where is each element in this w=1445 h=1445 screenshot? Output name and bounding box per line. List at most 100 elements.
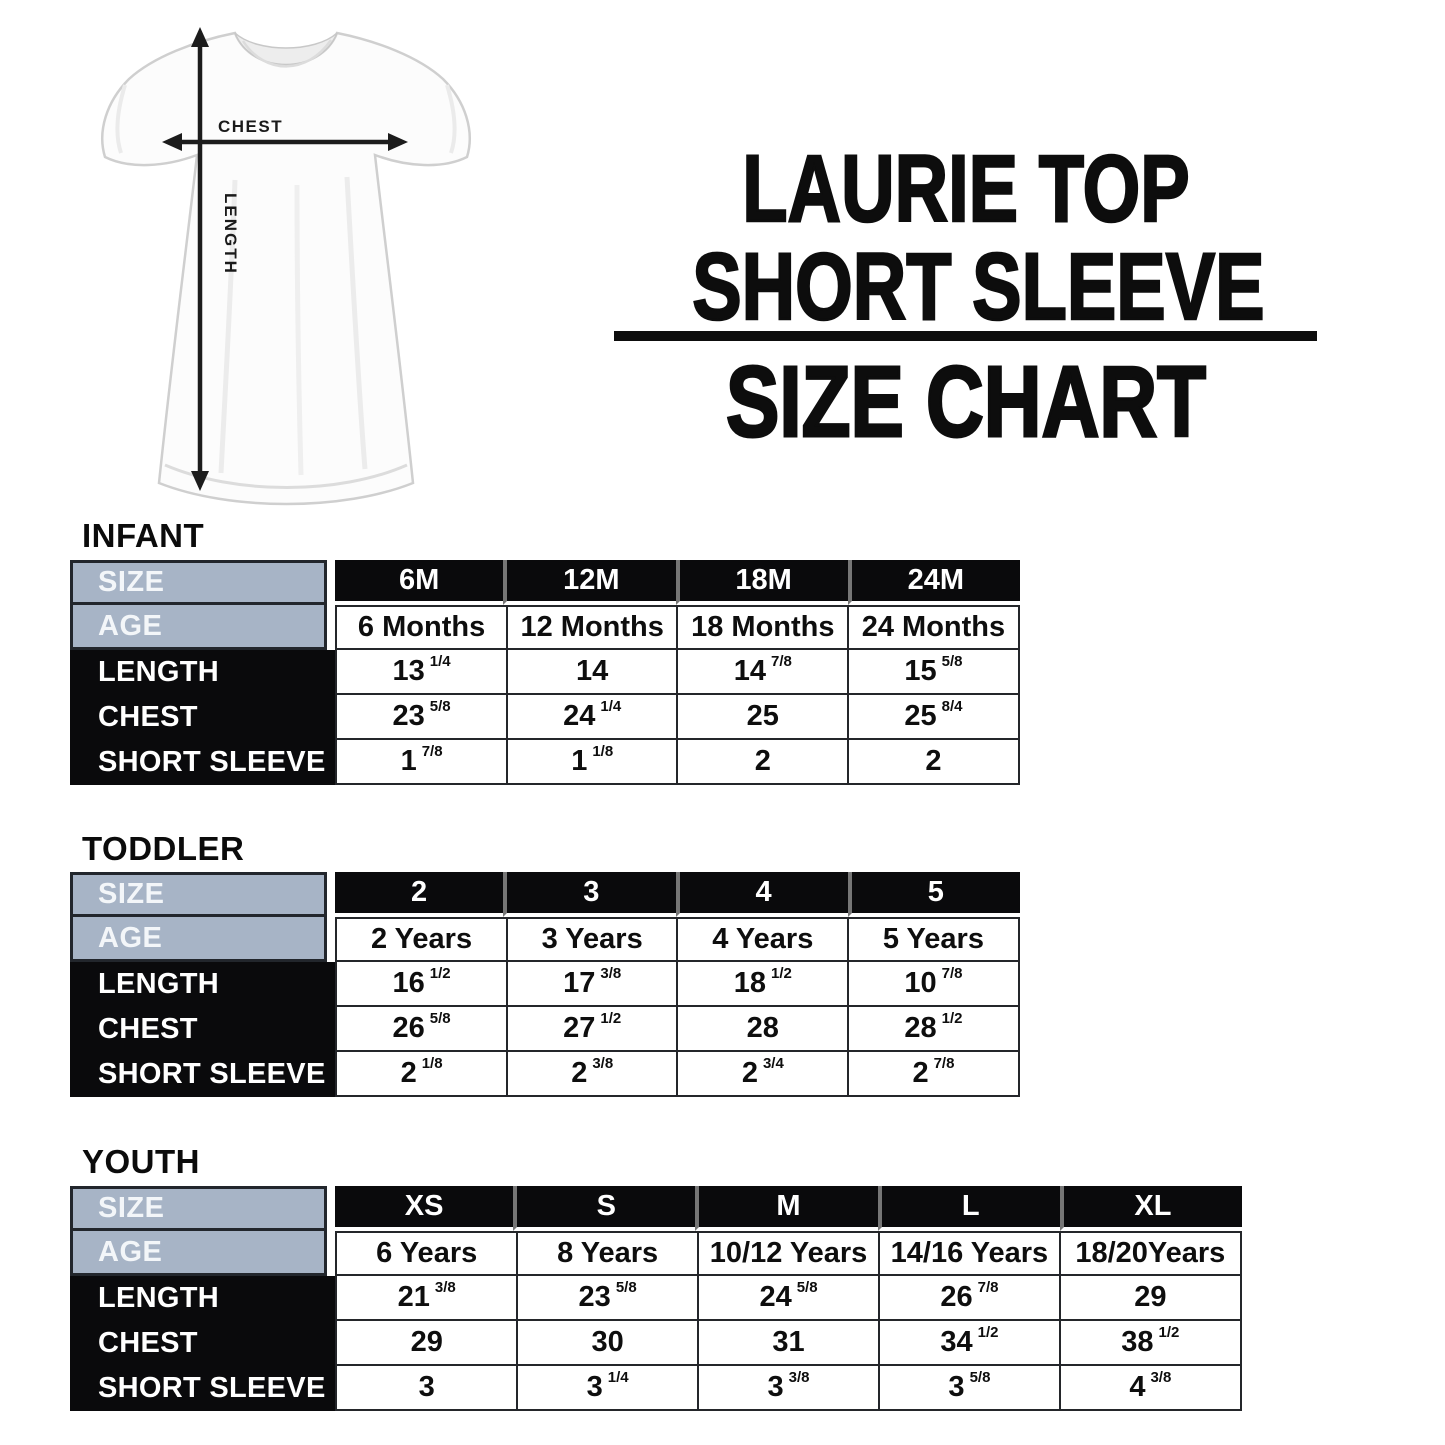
age-cell: 3 Years <box>505 917 679 962</box>
measurement-fraction: 5/8 <box>796 1279 818 1296</box>
chest-arrow <box>162 133 408 151</box>
measurement-fraction: 3/8 <box>1150 1369 1172 1386</box>
hem-line <box>164 463 408 489</box>
table-row-size: SIZE 6M 12M 18M 24M <box>70 560 1020 605</box>
measurement-fraction: 7/8 <box>977 1279 999 1296</box>
section-title-youth: YOUTH <box>82 1143 200 1180</box>
measurement-value: 3 <box>767 1371 784 1403</box>
measurement-value: 26 <box>940 1281 973 1313</box>
measurement-value: 29 <box>410 1326 443 1358</box>
measurement-cell: 14 7/8 <box>676 650 850 695</box>
measurement-cell: 14 <box>505 650 679 695</box>
measurement-value: 3 <box>948 1371 965 1403</box>
fold-line <box>344 176 368 470</box>
measurement-value: 10 <box>904 967 937 999</box>
measurement-cell: 26 7/8 <box>877 1276 1062 1321</box>
page-title-line3: SIZE CHART <box>725 346 1207 458</box>
sleeve-crease <box>115 84 127 154</box>
table-row-short-sleeve: SHORT SLEEVE 3 3 1/4 3 3/8 3 5/8 4 3/8 <box>70 1366 1243 1411</box>
page-title-line2: SHORT SLEEVE <box>691 234 1265 340</box>
header-gap <box>327 560 335 605</box>
measurement-value: 34 <box>940 1326 973 1358</box>
row-label-chest: CHEST <box>70 695 335 740</box>
measurement-value: 28 <box>904 1012 937 1044</box>
measurement-value: 27 <box>563 1012 596 1044</box>
age-cell: 6 Months <box>335 605 509 650</box>
measurement-value: 23 <box>578 1281 611 1313</box>
row-label-size: SIZE <box>70 872 327 917</box>
measurement-value: 26 <box>392 1012 425 1044</box>
age-cell: 18 Months <box>676 605 850 650</box>
row-label-size: SIZE <box>70 1186 327 1231</box>
measurement-fraction: 5/8 <box>615 1279 637 1296</box>
measurement-fraction: 5/8 <box>941 653 963 670</box>
table-row-length: LENGTH 16 1/2 17 3/8 18 1/2 10 7/8 <box>70 962 1020 1007</box>
length-arrow <box>191 27 209 491</box>
table-row-size: SIZE XS S M L XL <box>70 1186 1243 1231</box>
measurement-value: 25 <box>746 700 779 732</box>
measurement-cell: 3 1/4 <box>515 1366 700 1411</box>
measurement-cell: 25 8/4 <box>846 695 1020 740</box>
measurement-fraction: 1/4 <box>600 698 622 715</box>
measurement-fraction: 3/8 <box>592 1055 614 1072</box>
measurement-value: 2 <box>912 1057 929 1089</box>
measurement-value: 21 <box>397 1281 430 1313</box>
measurement-fraction: 5/8 <box>969 1369 991 1386</box>
measurement-cell: 2 3/4 <box>676 1052 850 1097</box>
measurement-value: 15 <box>904 655 937 687</box>
measurement-cell: 2 <box>676 740 850 785</box>
row-label-length: LENGTH <box>70 650 335 695</box>
size-header-cell: 12M <box>503 560 676 605</box>
row-label-size: SIZE <box>70 560 327 605</box>
size-header-cell: L <box>877 1186 1060 1231</box>
measurement-fraction: 1/2 <box>1158 1324 1180 1341</box>
measurement-value: 2 <box>571 1057 588 1089</box>
measurement-cell: 23 5/8 <box>335 695 509 740</box>
measurement-fraction: 7/8 <box>771 653 792 670</box>
measurement-cell: 15 5/8 <box>846 650 1020 695</box>
measurement-value: 23 <box>392 700 425 732</box>
table-row-chest: CHEST 29 30 31 34 1/2 38 1/2 <box>70 1321 1243 1366</box>
measurement-value: 24 <box>563 700 596 732</box>
tshirt-outline <box>101 31 471 506</box>
measurement-value: 13 <box>392 655 425 687</box>
measurement-fraction: 1/2 <box>977 1324 999 1341</box>
size-header-cell: 3 <box>503 872 676 917</box>
measurement-value: 2 <box>741 1057 758 1089</box>
collar-line <box>241 39 333 68</box>
measurement-value: 25 <box>904 700 937 732</box>
measurement-fraction: 3/8 <box>434 1279 456 1296</box>
size-header-cell: 6M <box>335 560 504 605</box>
measurement-cell: 3 <box>335 1366 519 1411</box>
size-header-cell: 2 <box>335 872 504 917</box>
header-gap <box>327 917 335 962</box>
fold-line <box>294 184 304 476</box>
age-cell: 10/12 Years <box>696 1231 881 1276</box>
measurement-fraction: 1/4 <box>607 1369 629 1386</box>
measurement-cell: 10 7/8 <box>846 962 1020 1007</box>
chest-label: CHEST <box>218 117 283 136</box>
size-header-cell: XL <box>1059 1186 1243 1231</box>
age-cell: 8 Years <box>515 1231 700 1276</box>
size-header-cell: 18M <box>675 560 848 605</box>
measurement-cell: 31 <box>696 1321 881 1366</box>
measurement-cell: 13 1/4 <box>335 650 509 695</box>
measurement-value: 1 <box>571 745 588 777</box>
measurement-cell: 4 3/8 <box>1058 1366 1243 1411</box>
page-title-line1: LAURIE TOP <box>741 136 1190 242</box>
measurement-cell: 38 1/2 <box>1058 1321 1243 1366</box>
measurement-fraction: 7/8 <box>941 965 963 982</box>
measurement-fraction: 1/2 <box>600 1010 622 1027</box>
size-header-cell: 24M <box>847 560 1020 605</box>
age-cell: 14/16 Years <box>877 1231 1062 1276</box>
age-cell: 18/20Years <box>1058 1231 1243 1276</box>
measurement-cell: 3 3/8 <box>696 1366 881 1411</box>
measurement-cell: 23 5/8 <box>515 1276 700 1321</box>
header-gap <box>327 872 335 917</box>
table-row-chest: CHEST 26 5/8 27 1/2 28 28 1/2 <box>70 1007 1020 1052</box>
measurement-value: 3 <box>418 1371 435 1403</box>
row-label-short-sleeve: SHORT SLEEVE <box>70 740 335 785</box>
measurement-value: 31 <box>772 1326 805 1358</box>
measurement-fraction: 5/8 <box>429 1010 451 1027</box>
